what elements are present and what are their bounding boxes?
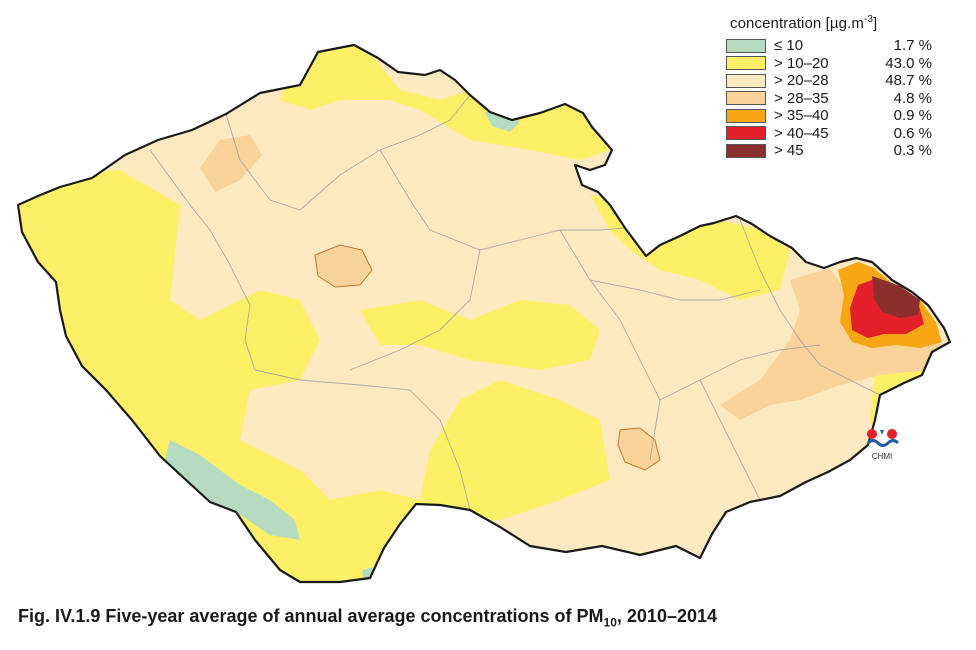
legend-swatch xyxy=(726,56,766,71)
legend-swatch xyxy=(726,73,766,88)
zone-28-35-brno xyxy=(618,428,660,470)
legend-swatch xyxy=(726,108,766,123)
legend-item: ≤ 10 1.7 % xyxy=(726,37,946,55)
legend-rows: ≤ 10 1.7 % > 10–20 43.0 % > 20–28 48.7 % > 28–… xyxy=(726,37,946,160)
legend-swatch xyxy=(726,126,766,141)
zone-28-35-prague xyxy=(315,245,372,287)
legend-label: > 45 xyxy=(774,142,804,160)
legend-swatch xyxy=(726,91,766,106)
legend-percent: 4.8 % xyxy=(893,89,932,107)
figure-caption: Fig. IV.1.9 Five-year average of annual … xyxy=(18,606,718,630)
legend-swatch xyxy=(726,143,766,158)
legend-item: > 28–35 4.8 % xyxy=(726,90,946,108)
legend-swatch xyxy=(726,38,766,53)
zone-10-20-north xyxy=(280,45,610,160)
legend-percent: 1.7 % xyxy=(893,37,932,55)
legend-label: > 35–40 xyxy=(774,107,829,125)
legend: concentration [µg.m-3] ≤ 10 1.7 % > 10–20 4… xyxy=(726,14,946,160)
chmi-logo: CHMI xyxy=(862,426,902,466)
chmi-logo-text: CHMI xyxy=(871,452,893,461)
region-boundaries xyxy=(149,94,881,511)
zone-28-35-northwest xyxy=(200,135,262,192)
zone-gt-45-ostrava xyxy=(872,276,920,318)
legend-title: concentration [µg.m-3] xyxy=(730,14,878,32)
pm10-concentration-map xyxy=(16,43,952,584)
legend-item: > 20–28 48.7 % xyxy=(726,72,946,90)
zone-le-10-south xyxy=(362,566,382,582)
zone-le-10-sumava xyxy=(165,440,300,540)
legend-label: > 10–20 xyxy=(774,54,829,72)
legend-label: ≤ 10 xyxy=(774,37,804,55)
legend-percent: 0.9 % xyxy=(893,107,932,125)
chmi-logo-icon xyxy=(866,429,900,447)
legend-label: > 20–28 xyxy=(774,72,829,90)
legend-percent: 43.0 % xyxy=(885,54,932,72)
legend-percent: 0.6 % xyxy=(893,124,932,142)
legend-percent: 48.7 % xyxy=(885,72,932,90)
legend-item: > 45 0.3 % xyxy=(726,142,946,160)
prague-boundary xyxy=(314,244,373,288)
zone-28-35-east xyxy=(720,268,946,420)
legend-label: > 40–45 xyxy=(774,124,829,142)
legend-item: > 35–40 0.9 % xyxy=(726,107,946,125)
zone-le-10-krkonose xyxy=(485,110,520,132)
legend-label: > 28–35 xyxy=(774,89,829,107)
zone-10-20-central xyxy=(360,300,600,370)
legend-item: > 10–20 43.0 % xyxy=(726,55,946,73)
brno-boundary xyxy=(617,427,661,471)
legend-percent: 0.3 % xyxy=(893,142,932,160)
legend-item: > 40–45 0.6 % xyxy=(726,125,946,143)
